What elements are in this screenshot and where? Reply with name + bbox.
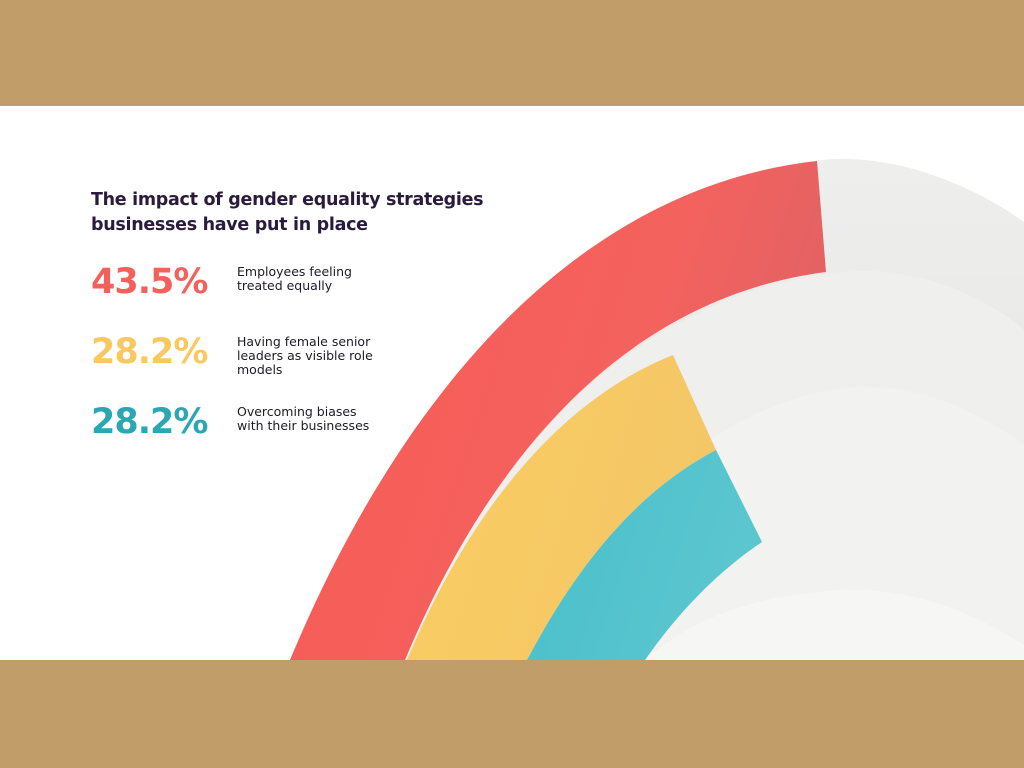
bar-teal [527, 450, 762, 660]
infographic-panel: The impact of gender equality strategies… [0, 106, 1024, 660]
top-band [0, 0, 1024, 106]
stat-label: Having female senior leaders as visible … [237, 334, 373, 377]
arc-chart [290, 158, 1024, 660]
stat-label: Employees feeling treated equally [237, 264, 352, 293]
bottom-band [0, 660, 1024, 768]
stat-row-1: 43.5% Employees feeling treated equally [91, 262, 387, 302]
stat-label: Overcoming biases with their businesses [237, 404, 370, 433]
bar-yellow [407, 355, 716, 660]
chart-title: The impact of gender equality strategies… [91, 190, 484, 235]
track-core [645, 590, 1024, 660]
bar-red [290, 161, 826, 660]
stat-value: 28.2% [91, 332, 208, 372]
stat-row-2: 28.2% Having female senior leaders as vi… [91, 332, 387, 377]
stat-row-3: 28.2% Overcoming biases with their busin… [91, 402, 387, 442]
stat-value: 43.5% [91, 262, 208, 302]
stat-value: 28.2% [91, 402, 208, 442]
